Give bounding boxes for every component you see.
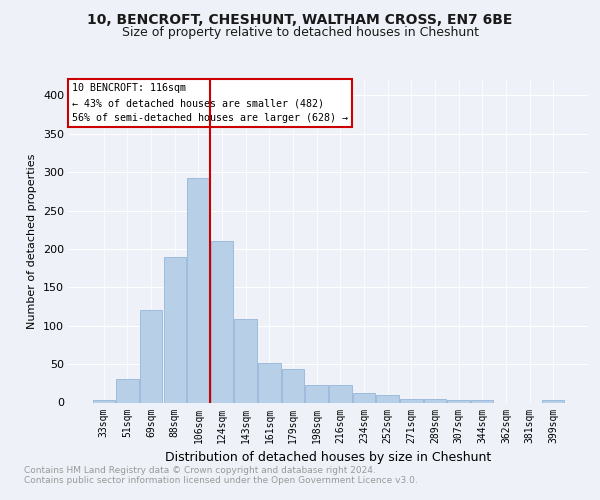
Text: 10 BENCROFT: 116sqm
← 43% of detached houses are smaller (482)
56% of semi-detac: 10 BENCROFT: 116sqm ← 43% of detached ho… xyxy=(71,83,347,123)
Bar xyxy=(92,400,115,402)
Bar xyxy=(400,400,422,402)
Bar xyxy=(258,364,281,403)
Text: Contains HM Land Registry data © Crown copyright and database right 2024.: Contains HM Land Registry data © Crown c… xyxy=(24,466,376,475)
Bar xyxy=(376,395,399,402)
Bar xyxy=(282,370,304,402)
Y-axis label: Number of detached properties: Number of detached properties xyxy=(28,154,37,329)
Bar xyxy=(187,178,209,402)
Bar xyxy=(329,385,352,402)
Bar xyxy=(211,242,233,402)
Bar xyxy=(140,310,163,402)
Bar xyxy=(542,400,565,402)
Text: Contains public sector information licensed under the Open Government Licence v3: Contains public sector information licen… xyxy=(24,476,418,485)
Bar xyxy=(448,400,470,402)
Bar xyxy=(353,392,375,402)
Bar xyxy=(305,385,328,402)
Text: 10, BENCROFT, CHESHUNT, WALTHAM CROSS, EN7 6BE: 10, BENCROFT, CHESHUNT, WALTHAM CROSS, E… xyxy=(88,12,512,26)
Bar xyxy=(164,258,186,402)
Bar xyxy=(116,380,139,402)
X-axis label: Distribution of detached houses by size in Cheshunt: Distribution of detached houses by size … xyxy=(166,451,491,464)
Bar xyxy=(424,400,446,402)
Text: Size of property relative to detached houses in Cheshunt: Size of property relative to detached ho… xyxy=(121,26,479,39)
Bar xyxy=(471,400,493,402)
Bar xyxy=(235,319,257,402)
